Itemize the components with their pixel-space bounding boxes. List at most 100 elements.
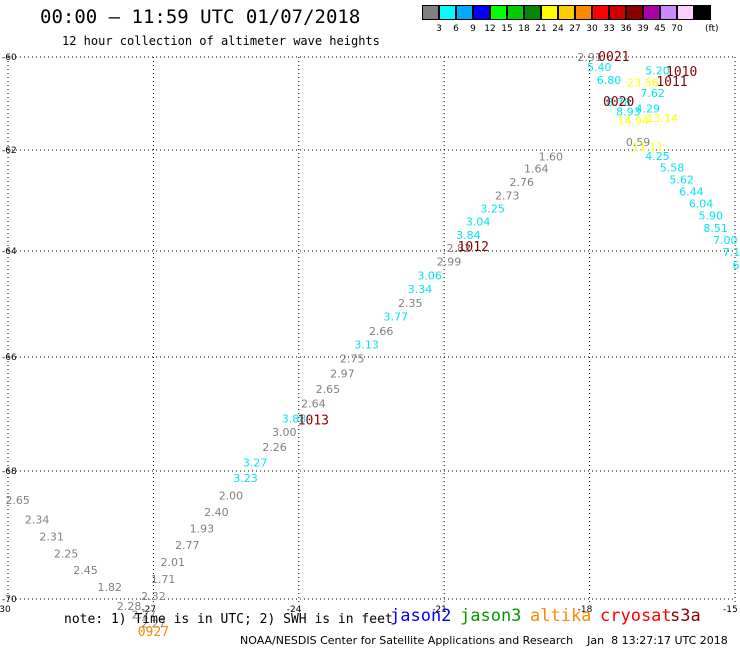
swh-value: 8.93: [616, 105, 641, 118]
swh-value: 4.29: [636, 103, 661, 116]
swh-value: 1.60: [539, 151, 564, 164]
legend-jason3: jason3: [460, 606, 522, 626]
time-label: 0020: [603, 95, 634, 110]
swh-value: 8.78: [606, 96, 631, 109]
scale-swatch: [422, 5, 439, 20]
scale-swatch: [473, 5, 490, 20]
swh-value: 3.13: [354, 338, 379, 351]
swh-value: 6.44: [679, 185, 704, 198]
x-tick-label: -24: [287, 605, 302, 615]
swh-value: 2.32: [141, 590, 166, 603]
scale-label: 15: [501, 24, 513, 34]
swh-value: 5.40: [587, 61, 612, 74]
swh-value: 1.71: [151, 573, 176, 586]
swh-value: 3.23: [233, 472, 258, 485]
swh-value: 2.77: [175, 539, 200, 552]
swh-value: 5.58: [660, 162, 685, 175]
y-tick-label: -60: [2, 53, 17, 63]
scale-swatch: [694, 5, 711, 20]
legend-altika: altika: [530, 606, 592, 626]
scale-swatch: [626, 5, 643, 20]
scale-swatch: [677, 5, 694, 20]
x-tick-label: -27: [141, 605, 156, 615]
swh-value: 2.25: [54, 548, 79, 561]
y-tick-label: -68: [2, 467, 17, 477]
scale-swatch: [507, 5, 524, 20]
legend-cryosat: cryosat: [600, 606, 672, 626]
swh-value: 2.99: [437, 256, 462, 269]
swh-value: 3.34: [408, 283, 433, 296]
time-label: 1010: [666, 65, 697, 80]
x-tick-label: -15: [723, 605, 738, 615]
swh-value: 2.45: [73, 564, 98, 577]
swh-value: 2.31: [39, 530, 64, 543]
swh-value: 3.88: [282, 413, 307, 426]
swh-value: 0.59: [626, 136, 651, 149]
swh-value: 2.00: [219, 489, 244, 502]
x-tick-label: -21: [432, 605, 447, 615]
swh-value: 2.66: [369, 325, 394, 338]
page-subtitle: 12 hour collection of altimeter wave hei…: [62, 34, 380, 48]
swh-value: 2.35: [398, 297, 423, 310]
swh-value: 2.64: [301, 398, 326, 411]
swh-value: 3.27: [243, 456, 268, 469]
swh-value: 6.04: [689, 198, 714, 211]
swh-value: 2.28: [117, 600, 142, 613]
scale-swatch: [575, 5, 592, 20]
swh-value: 1.82: [98, 581, 123, 594]
swh-value: 4.25: [645, 150, 670, 163]
swh-value: 5.62: [669, 173, 694, 186]
swh-value: 3.06: [417, 269, 442, 282]
swh-value: 6.80: [597, 74, 622, 87]
scale-label: 9: [470, 24, 476, 34]
swh-value: 11.11: [632, 141, 664, 154]
y-tick-label: -70: [2, 595, 17, 605]
scale-swatch: [643, 5, 660, 20]
scale-label: 27: [569, 24, 581, 34]
x-tick-label: -18: [578, 605, 593, 615]
time-label: 1013: [298, 414, 329, 429]
scale-label: 24: [552, 24, 564, 34]
swh-value: 2.27: [131, 608, 156, 621]
swh-value: 3.84: [456, 229, 481, 242]
scale-label: 45: [654, 24, 666, 34]
footer-note: note: 1) Time is in UTC; 2) SWH is in fe…: [64, 612, 393, 627]
swh-value: 7.62: [640, 87, 665, 100]
scale-label: 3: [436, 24, 442, 34]
swh-value: 7.00: [713, 234, 738, 247]
credit-line: NOAA/NESDIS Center for Satellite Applica…: [240, 634, 728, 647]
swh-value: 2.73: [495, 189, 520, 202]
scale-swatch: [439, 5, 456, 20]
swh-value: 2.82: [446, 242, 471, 255]
swh-value: 2.26: [262, 441, 287, 454]
swh-value: 2.97: [330, 368, 355, 381]
swh-value: 13.14: [647, 112, 679, 125]
swh-value: 3.25: [480, 203, 505, 216]
y-tick-label: -62: [2, 146, 17, 156]
time-label: 1011: [656, 75, 687, 90]
legend-jason2: jason2: [390, 606, 452, 626]
swh-value: 2.91: [577, 51, 602, 64]
scale-swatch: [541, 5, 558, 20]
swh-value: 3.77: [383, 311, 408, 324]
swh-value: 3.00: [272, 426, 297, 439]
y-tick-label: -66: [2, 353, 17, 363]
scale-swatch: [524, 5, 541, 20]
time-label: 1012: [458, 240, 489, 255]
swh-value: 2.65: [316, 383, 341, 396]
scale-label: 12: [484, 24, 496, 34]
swh-value: 8.51: [703, 222, 728, 235]
time-label: 0927: [138, 625, 169, 640]
swh-value: 2.27: [141, 617, 166, 630]
scale-swatch: [609, 5, 626, 20]
swh-value: 5.20: [645, 64, 670, 77]
page-title: 00:00 – 11:59 UTC 01/07/2018: [40, 6, 361, 28]
scale-swatch: [592, 5, 609, 20]
swh-value: 2.76: [509, 176, 534, 189]
scale-unit: (ft): [705, 24, 719, 34]
swh-value: 14.94: [617, 115, 649, 128]
scale-label: 18: [518, 24, 530, 34]
swh-value: 2.65: [5, 494, 30, 507]
legend-s3a: s3a: [670, 606, 701, 626]
